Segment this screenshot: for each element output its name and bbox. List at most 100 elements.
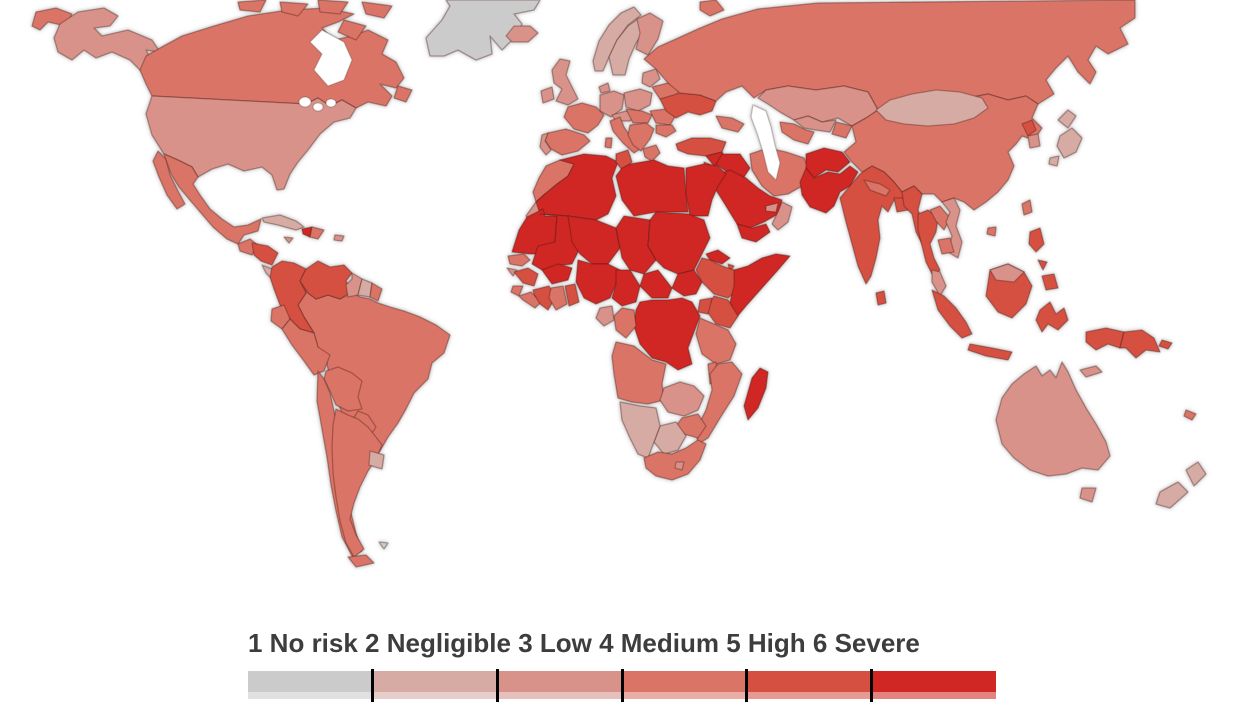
country-denmark[interactable] <box>598 82 611 94</box>
country-finland[interactable] <box>635 12 664 56</box>
country-south-africa[interactable] <box>643 439 707 481</box>
country-russia[interactable] <box>643 0 1136 111</box>
country-bulgaria[interactable] <box>655 124 677 138</box>
country-canada-island-2[interactable] <box>279 1 309 17</box>
country-sudan[interactable] <box>647 211 711 275</box>
country-central-african-republic[interactable] <box>639 269 673 299</box>
country-argentina-tierra-del-fuego[interactable] <box>347 554 375 568</box>
country-angola[interactable] <box>611 341 667 405</box>
country-congo[interactable] <box>613 307 637 339</box>
country-ivory-coast[interactable] <box>532 285 556 311</box>
country-mozambique[interactable] <box>695 361 743 445</box>
country-dominican-republic[interactable] <box>309 226 325 240</box>
country-burkina-faso[interactable] <box>541 263 573 285</box>
country-liberia[interactable] <box>518 291 542 309</box>
country-china-hainan[interactable] <box>986 226 997 237</box>
country-senegal[interactable] <box>507 253 531 267</box>
country-philippines-visayas[interactable] <box>1037 259 1048 271</box>
country-canada-island-4[interactable] <box>361 1 393 19</box>
country-caucasus[interactable] <box>715 115 745 133</box>
country-pakistan[interactable] <box>799 165 859 214</box>
country-guinea[interactable] <box>513 267 539 287</box>
country-north-korea[interactable] <box>1021 119 1037 137</box>
country-japan-honshu[interactable] <box>1056 127 1083 159</box>
country-canada-newfoundland[interactable] <box>393 85 413 103</box>
country-timor[interactable] <box>1079 365 1103 378</box>
country-balkans[interactable] <box>627 122 655 152</box>
country-greenland[interactable] <box>425 0 541 61</box>
country-uganda[interactable] <box>697 297 713 315</box>
country-uae[interactable] <box>765 202 779 213</box>
country-papua-new-guinea[interactable] <box>1119 329 1161 359</box>
country-tanzania[interactable] <box>695 317 737 365</box>
country-portugal[interactable] <box>539 132 552 156</box>
country-sierra-leone[interactable] <box>510 285 524 297</box>
country-poland[interactable] <box>623 88 653 112</box>
country-ireland[interactable] <box>540 86 555 104</box>
country-cuba[interactable] <box>261 214 305 231</box>
country-usa-alaska[interactable] <box>53 7 161 75</box>
country-namibia[interactable] <box>619 401 661 459</box>
country-kyrgyzstan-tajikistan[interactable] <box>831 121 853 139</box>
country-philippines-mindanao[interactable] <box>1041 273 1059 291</box>
country-bolivia[interactable] <box>323 366 363 412</box>
country-zambia[interactable] <box>659 381 705 417</box>
country-cameroon[interactable] <box>611 269 641 307</box>
country-indonesia-sumatra[interactable] <box>931 289 973 339</box>
country-taiwan[interactable] <box>1021 199 1033 216</box>
country-czech-hungary[interactable] <box>625 108 653 124</box>
country-somalia[interactable] <box>729 253 791 319</box>
country-south-sudan[interactable] <box>671 269 703 297</box>
country-jamaica[interactable] <box>283 236 294 244</box>
country-venezuela[interactable] <box>299 260 353 300</box>
country-malaysia-borneo[interactable] <box>989 263 1025 283</box>
country-cambodia[interactable] <box>937 237 955 255</box>
country-afghanistan[interactable] <box>805 147 851 179</box>
country-uzbekistan[interactable] <box>793 115 837 133</box>
country-japan-kyushu[interactable] <box>1048 155 1060 167</box>
country-honduras-nicaragua[interactable] <box>251 242 279 266</box>
country-ghana[interactable] <box>548 285 568 311</box>
country-france[interactable] <box>563 102 605 134</box>
country-uruguay[interactable] <box>368 450 385 470</box>
country-egypt[interactable] <box>685 163 727 217</box>
country-canada[interactable] <box>139 7 405 109</box>
country-madagascar[interactable] <box>743 367 769 421</box>
country-indonesia-java[interactable] <box>967 343 1013 361</box>
country-turkmenistan[interactable] <box>779 121 815 145</box>
country-gabon[interactable] <box>595 305 615 327</box>
country-new-zealand-north[interactable] <box>1185 461 1207 487</box>
country-yemen[interactable] <box>736 223 771 243</box>
country-sri-lanka[interactable] <box>875 290 887 306</box>
country-south-korea[interactable] <box>1027 133 1041 149</box>
country-australia-tasmania[interactable] <box>1079 487 1097 503</box>
country-lesotho[interactable] <box>674 461 685 471</box>
country-libya[interactable] <box>615 159 689 217</box>
country-french-guiana[interactable] <box>369 282 383 302</box>
country-malaysia-peninsula[interactable] <box>931 269 947 297</box>
country-vietnam[interactable] <box>941 197 963 259</box>
country-kazakhstan[interactable] <box>757 85 879 127</box>
country-oman[interactable] <box>771 201 793 231</box>
country-spain[interactable] <box>544 128 591 156</box>
country-peru[interactable] <box>281 318 331 376</box>
country-italy-sardinia[interactable] <box>604 137 613 149</box>
country-nepal[interactable] <box>863 179 891 197</box>
country-australia[interactable] <box>995 361 1111 477</box>
country-canada-island-1[interactable] <box>237 0 267 13</box>
country-new-zealand-south[interactable] <box>1155 481 1189 509</box>
country-png-new-britain[interactable] <box>1158 339 1173 350</box>
country-nigeria[interactable] <box>575 259 621 305</box>
country-canada-island-3[interactable] <box>317 0 349 15</box>
country-india[interactable] <box>839 165 913 285</box>
country-uk[interactable] <box>551 58 579 106</box>
country-chad[interactable] <box>615 215 657 275</box>
country-russia-novaya-zemlya[interactable] <box>699 0 725 17</box>
country-iceland[interactable] <box>505 25 539 43</box>
country-mexico[interactable] <box>163 153 262 245</box>
country-colombia[interactable] <box>269 260 315 334</box>
country-philippines-luzon[interactable] <box>1028 227 1045 253</box>
country-indonesia-papua[interactable] <box>1085 327 1125 351</box>
country-eritrea[interactable] <box>705 249 731 265</box>
country-falkland-islands[interactable] <box>378 541 389 550</box>
